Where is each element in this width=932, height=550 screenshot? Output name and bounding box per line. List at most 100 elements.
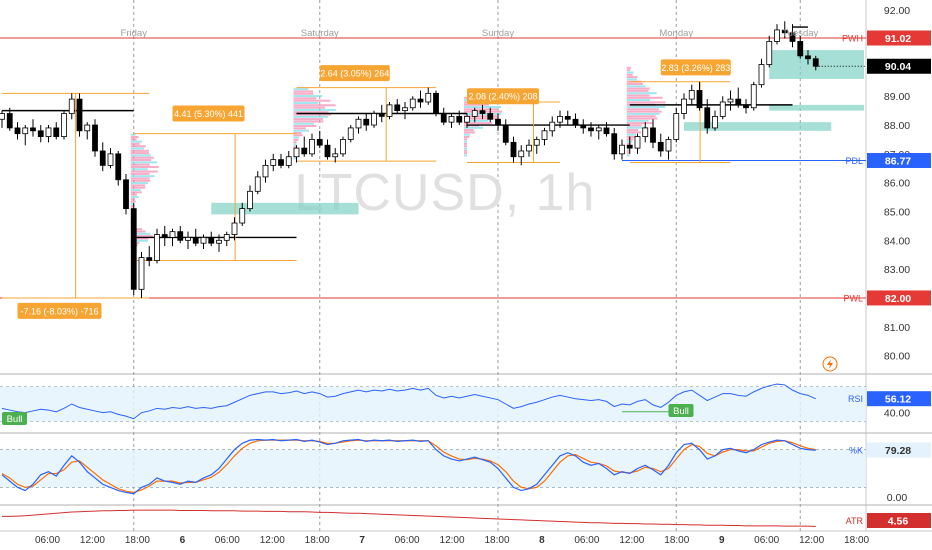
candle-down <box>76 98 83 132</box>
volume-profile-bar <box>464 103 490 106</box>
candle-up <box>0 113 5 120</box>
volume-profile-bar <box>464 135 470 138</box>
volume-profile-bar <box>293 101 319 104</box>
candle-up <box>138 257 145 290</box>
volume-profile-bar <box>130 165 159 168</box>
volume-profile-bar <box>293 106 325 109</box>
stoch-k-label: %K <box>849 446 863 456</box>
stoch-band <box>0 449 866 488</box>
time-tick: 8 <box>539 535 545 546</box>
candle-up <box>340 139 346 155</box>
candle-up <box>758 64 765 86</box>
candle-down <box>363 118 370 126</box>
volume-profile-bar <box>464 138 468 141</box>
volume-profile-bar <box>464 126 483 129</box>
lightning-icon[interactable] <box>822 356 838 372</box>
volume-profile-bar <box>130 230 146 233</box>
candle-down <box>324 144 331 158</box>
volume-profile-bar <box>130 170 158 173</box>
volume-profile-bar <box>130 200 136 203</box>
candle-up <box>681 98 687 114</box>
candle-up <box>309 139 315 155</box>
price-tag-bg <box>867 290 931 306</box>
candle-up <box>464 115 470 123</box>
rsi-tick: 40.00 <box>884 408 910 420</box>
volume-profile-bar <box>293 145 297 148</box>
volume-profile-bar <box>293 90 314 93</box>
volume-profile-bar <box>293 95 323 98</box>
candle-down <box>735 98 742 106</box>
volume-profile-bar <box>130 195 139 198</box>
volume-profile-bar <box>130 161 158 164</box>
bull-marker-bg[interactable] <box>2 412 27 425</box>
atr-value: 4.56 <box>888 516 909 528</box>
price-tag: 86.77 <box>885 155 911 167</box>
time-tick: 18:00 <box>305 535 330 546</box>
volume-profile-bar <box>626 154 630 157</box>
volume-profile-bar <box>130 198 135 201</box>
candle-up <box>347 127 354 140</box>
candle-down <box>433 92 439 114</box>
time-tick: 18:00 <box>125 535 150 546</box>
candle-up <box>223 234 230 241</box>
volume-profile-bar <box>293 92 314 95</box>
candle-down <box>316 139 323 146</box>
volume-profile-bar <box>130 142 140 145</box>
volume-profile-bar <box>130 152 150 155</box>
candle-up <box>665 139 672 152</box>
volume-profile-bar <box>130 133 136 136</box>
volume-profile-bar <box>626 122 653 125</box>
price-tick: 81.00 <box>884 322 910 334</box>
candle-down <box>14 127 21 135</box>
volume-profile-bar <box>626 101 666 104</box>
time-tick: 12:00 <box>80 535 105 546</box>
candle-down <box>417 98 424 103</box>
volume-profile-bar <box>626 147 630 150</box>
candle-down <box>650 127 656 143</box>
price-tag-bg <box>867 30 931 46</box>
volume-profile-bar <box>130 172 150 175</box>
candle-down <box>301 147 308 155</box>
bull-marker-bg[interactable] <box>668 404 694 417</box>
candle-up <box>766 41 773 65</box>
volume-profile-bar <box>626 129 639 132</box>
volume-profile-bar <box>626 133 636 136</box>
rsi-band <box>0 386 866 422</box>
candle-down <box>192 237 199 244</box>
volume-profile-bar <box>293 127 306 130</box>
rsi-label: RSI <box>848 394 863 404</box>
candle-down <box>657 141 664 152</box>
volume-profile-bar <box>626 89 649 92</box>
price-tag: 82.00 <box>885 293 911 305</box>
volume-profile-bar <box>464 119 489 122</box>
volume-profile-bar <box>130 154 151 157</box>
volume-profile-bar <box>130 135 139 138</box>
candle-down <box>611 133 618 155</box>
candle-up <box>557 115 563 123</box>
volume-profile-bar <box>130 232 151 235</box>
volume-profile-bar <box>626 73 633 76</box>
volume-profile-bar <box>130 177 150 180</box>
session-label: Tuesday <box>782 28 818 39</box>
session-label: Monday <box>659 28 693 39</box>
measure-label-bg <box>172 105 245 122</box>
candle-up <box>774 29 780 42</box>
volume-profile-bar <box>626 126 647 129</box>
volume-profile-bar <box>626 66 631 69</box>
candle-up <box>107 153 114 166</box>
candle-down <box>572 118 579 126</box>
candle-down <box>510 141 517 158</box>
candle-up <box>425 92 432 103</box>
candle-down <box>6 113 13 129</box>
candle-down <box>378 113 385 117</box>
candle-down <box>161 234 168 238</box>
volume-profile-bar <box>464 147 467 150</box>
time-tick: 7 <box>359 535 365 546</box>
volume-profile-bar <box>293 88 309 91</box>
candle-up <box>185 237 191 241</box>
candle-up <box>642 127 649 137</box>
candle-up <box>239 208 246 224</box>
volume-profile-bar <box>293 129 309 132</box>
candle-up <box>619 144 625 155</box>
